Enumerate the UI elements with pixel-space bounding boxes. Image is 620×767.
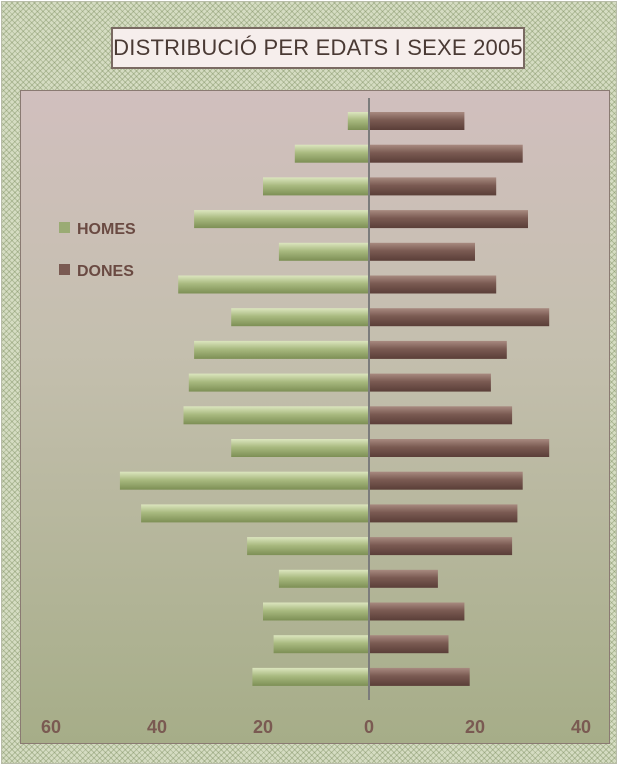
x-tick-label: 40: [147, 717, 167, 737]
legend-swatch-homes: [59, 222, 70, 233]
bar-dones-15: [369, 602, 465, 621]
bar-homes-11: [119, 471, 370, 490]
bar-homes-17: [252, 667, 369, 686]
bar-homes-12: [141, 504, 369, 523]
bar-homes-7: [194, 340, 369, 359]
chart-title: DISTRIBUCIÓ PER EDATS I SEXE 2005: [111, 27, 525, 69]
bar-dones-12: [369, 504, 518, 523]
x-tick-label: 40: [571, 717, 591, 737]
legend-label-homes: HOMES: [77, 221, 136, 238]
bar-dones-0: [369, 112, 465, 130]
bar-dones-2: [369, 177, 497, 196]
legend-swatch-dones: [59, 264, 70, 275]
bar-homes-10: [231, 439, 369, 457]
bar-homes-14: [278, 569, 369, 588]
bar-dones-14: [369, 569, 438, 588]
bar-dones-3: [369, 210, 528, 229]
bar-dones-5: [369, 275, 497, 294]
bar-dones-17: [369, 667, 470, 686]
x-tick-label: 60: [41, 717, 61, 737]
bar-homes-5: [178, 275, 369, 294]
bar-dones-11: [369, 471, 523, 490]
bar-homes-3: [194, 210, 369, 229]
bar-homes-2: [263, 177, 369, 196]
bar-dones-10: [369, 439, 550, 457]
bar-homes-8: [188, 373, 369, 392]
bar-homes-1: [294, 144, 369, 163]
bar-dones-8: [369, 373, 491, 392]
bar-dones-6: [369, 308, 550, 327]
bar-dones-9: [369, 406, 513, 425]
bar-homes-0: [347, 112, 369, 130]
x-tick-label: 20: [253, 717, 273, 737]
x-tick-label: 20: [465, 717, 485, 737]
bar-homes-4: [278, 242, 369, 261]
bar-dones-16: [369, 635, 449, 654]
x-tick-label: 0: [364, 717, 374, 737]
bar-homes-6: [231, 308, 369, 327]
legend-label-dones: DONES: [77, 263, 134, 280]
bar-homes-9: [183, 406, 369, 425]
bar-homes-16: [273, 635, 369, 654]
bar-dones-7: [369, 340, 507, 359]
bar-dones-1: [369, 144, 523, 163]
bar-dones-4: [369, 242, 475, 261]
bar-homes-15: [263, 602, 369, 621]
bar-homes-13: [247, 537, 369, 556]
bar-dones-13: [369, 537, 513, 556]
